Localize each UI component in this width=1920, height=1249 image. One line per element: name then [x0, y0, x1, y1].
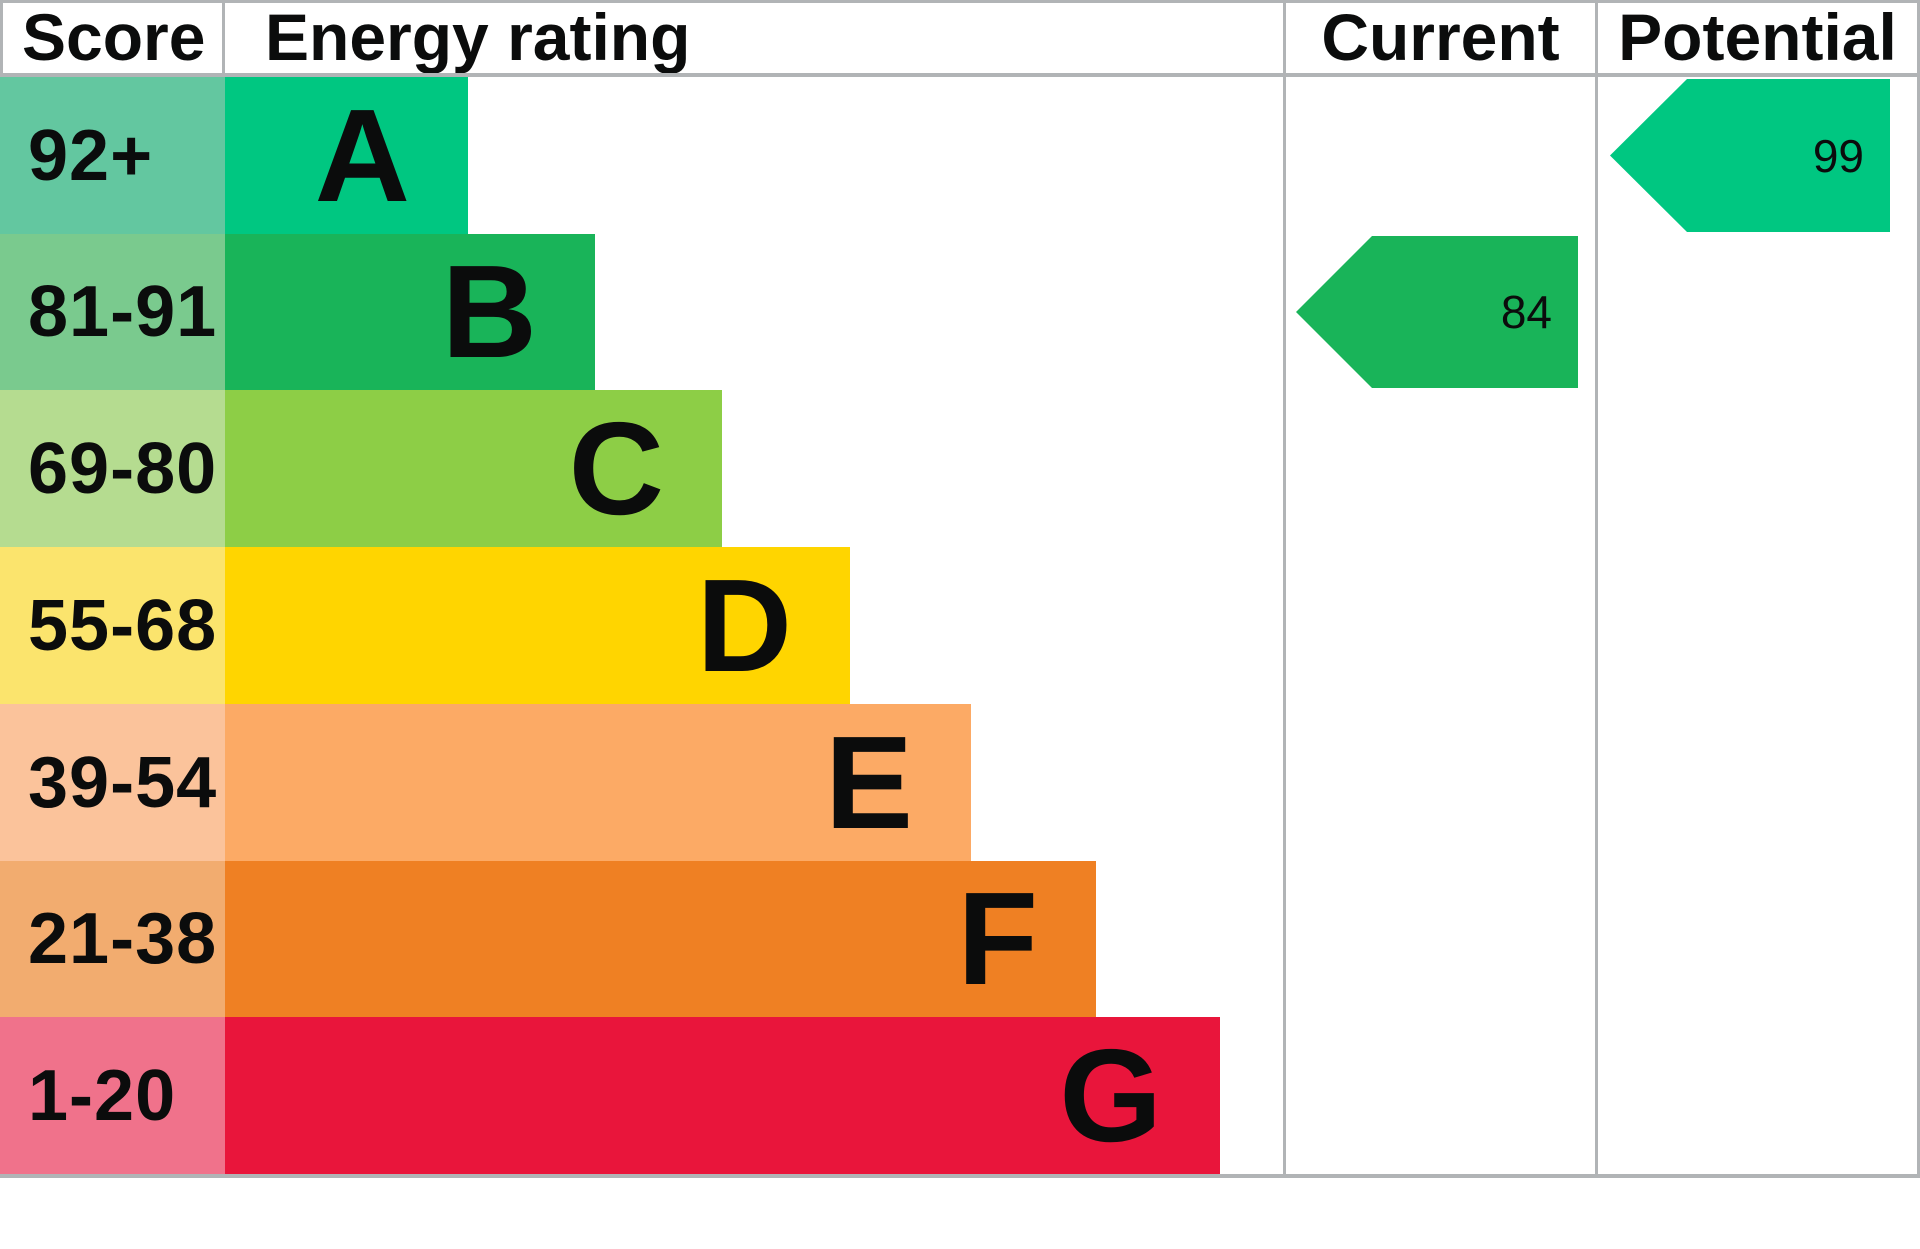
score-range-label: 55-68 — [28, 585, 218, 666]
grid-line-current-divider — [1283, 0, 1286, 1174]
header-potential: Potential — [1618, 0, 1897, 74]
band-bar-a: A — [225, 77, 468, 234]
score-cell-f: 21-38 — [0, 861, 225, 1017]
band-bar-c: C — [225, 390, 722, 547]
band-letter: C — [568, 394, 664, 542]
score-range-label: 21-38 — [28, 899, 218, 979]
score-range-label: 81-91 — [28, 272, 218, 352]
band-letter: E — [824, 708, 913, 856]
band-bar-g: G — [225, 1017, 1220, 1174]
score-range-label: 92+ — [28, 115, 154, 196]
grid-line-header-bottom — [0, 73, 1920, 77]
score-range-label: 1-20 — [28, 1055, 177, 1136]
band-bar-e: E — [225, 704, 971, 861]
score-range-label: 39-54 — [28, 742, 218, 823]
potential-rating-arrow: 99 — [1610, 79, 1890, 232]
grid-line-top — [0, 0, 1920, 3]
band-bar-f: F — [225, 861, 1096, 1017]
band-letter: D — [696, 551, 792, 699]
band-bar-b: B — [225, 234, 595, 390]
potential-rating-value: 99 — [1812, 129, 1864, 182]
band-letter: A — [314, 81, 410, 229]
grid-line-bottom — [0, 1174, 1920, 1178]
grid-line-score-divider — [222, 0, 225, 73]
score-cell-g: 1-20 — [0, 1017, 225, 1174]
current-rating-value: 84 — [1500, 286, 1552, 338]
header-energy-rating: Energy rating — [265, 0, 691, 74]
band-letter: B — [441, 238, 537, 385]
score-range-label: 69-80 — [28, 428, 218, 509]
current-rating-arrow: 84 — [1296, 236, 1578, 388]
band-letter: G — [1059, 1021, 1162, 1169]
score-cell-c: 69-80 — [0, 390, 225, 547]
header-current: Current — [1321, 0, 1560, 74]
band-letter: F — [957, 865, 1038, 1012]
grid-line-potential-divider — [1595, 0, 1598, 1174]
header-score: Score — [22, 0, 206, 74]
band-bar-d: D — [225, 547, 850, 704]
score-cell-d: 55-68 — [0, 547, 225, 704]
score-cell-a: 92+ — [0, 77, 225, 234]
score-cell-b: 81-91 — [0, 234, 225, 390]
grid-line-header-left — [0, 0, 3, 73]
grid-line-right — [1917, 0, 1920, 1174]
score-cell-e: 39-54 — [0, 704, 225, 861]
